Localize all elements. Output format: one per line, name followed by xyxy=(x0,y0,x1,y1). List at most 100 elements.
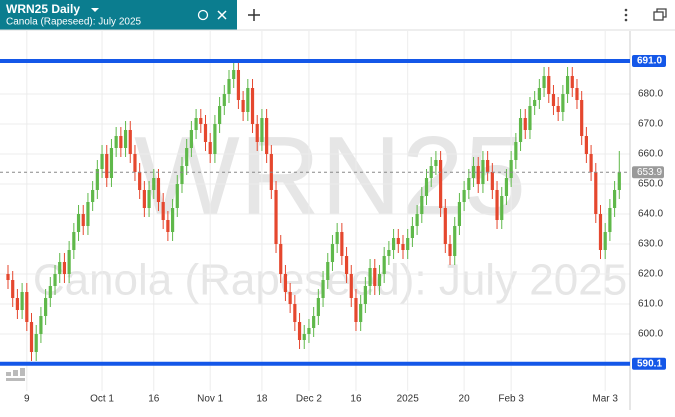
candle-body xyxy=(76,214,81,232)
x-tick-label: Feb 3 xyxy=(498,394,524,405)
candle-body xyxy=(608,208,612,232)
candle-body xyxy=(72,232,76,250)
candle-body xyxy=(307,328,311,334)
candle-body xyxy=(500,196,504,220)
candle-body xyxy=(250,88,255,124)
candle-body xyxy=(185,148,189,166)
candle-body xyxy=(53,274,57,286)
candle-body xyxy=(95,169,99,190)
candle-body xyxy=(274,190,278,244)
horizontal-line-label: 691.0 xyxy=(637,56,662,67)
candle-body xyxy=(373,268,377,286)
candle-body xyxy=(486,160,490,172)
candle-body xyxy=(612,190,617,208)
candle-body xyxy=(91,190,95,202)
candle-body xyxy=(119,136,123,148)
candle-body xyxy=(514,142,518,160)
x-tick-label: 16 xyxy=(148,394,160,405)
candle-body xyxy=(551,94,556,106)
y-tick-label: 640.0 xyxy=(638,209,663,220)
candle-body xyxy=(565,76,570,94)
candle-body xyxy=(213,124,217,154)
candle-body xyxy=(598,214,603,250)
x-tick-label: 20 xyxy=(459,394,471,405)
candle-body xyxy=(570,76,574,88)
candle-body xyxy=(363,286,367,304)
candle-body xyxy=(152,178,156,190)
candle-body xyxy=(424,178,429,196)
candle-body xyxy=(133,154,137,172)
candle-body xyxy=(199,118,203,124)
last-price-box xyxy=(632,166,664,179)
candle-body xyxy=(406,238,410,250)
candle-body xyxy=(556,106,560,112)
y-tick-label: 620.0 xyxy=(638,269,663,280)
candle-body xyxy=(156,178,161,202)
candle-body xyxy=(561,94,565,112)
candle-body xyxy=(194,118,198,130)
candle-body xyxy=(236,70,241,100)
candle-body xyxy=(453,226,457,256)
link-icon[interactable] xyxy=(197,9,209,21)
close-icon[interactable] xyxy=(217,10,227,20)
y-tick-label: 650.0 xyxy=(638,179,663,190)
candle-body xyxy=(62,262,67,274)
horizontal-line-box xyxy=(632,55,666,67)
candle-body xyxy=(222,94,226,106)
candle-body xyxy=(147,190,151,208)
candle-body xyxy=(20,292,24,310)
candle-body xyxy=(335,232,339,244)
candle-body xyxy=(321,280,325,298)
candle-body xyxy=(232,70,236,79)
candle-body xyxy=(180,166,184,184)
candle-body xyxy=(128,130,132,154)
add-tab[interactable] xyxy=(248,9,260,21)
candle-body xyxy=(25,292,29,322)
watermark-subtitle: Canola (Rapeseed): July 2025 xyxy=(33,256,627,305)
candle-body xyxy=(326,262,330,280)
x-tick-label: 2025 xyxy=(397,394,420,405)
candle-body xyxy=(410,226,414,238)
candle-body xyxy=(255,124,259,142)
candle-body xyxy=(297,322,302,340)
menu-icon[interactable] xyxy=(624,8,628,22)
candle-body xyxy=(401,244,405,250)
candle-body xyxy=(44,298,48,316)
last-price-label: 653.9 xyxy=(637,167,662,178)
candle-body xyxy=(114,136,118,148)
candle-body xyxy=(344,256,349,274)
candle-body xyxy=(189,130,193,148)
candle-body xyxy=(382,256,386,274)
candle-body xyxy=(58,262,62,274)
candle-body xyxy=(391,238,396,250)
candle-body xyxy=(67,250,71,274)
horizontal-line-box xyxy=(632,357,666,370)
candle-body xyxy=(594,172,598,214)
candle-body xyxy=(11,280,15,298)
candle-body xyxy=(495,190,499,220)
candle-body xyxy=(227,79,231,94)
candle-body xyxy=(575,88,579,100)
candle-body xyxy=(584,136,588,154)
x-tick-label: Oct 1 xyxy=(90,394,114,405)
candle-body xyxy=(547,76,551,94)
y-tick-label: 600.0 xyxy=(638,329,663,340)
candle-body xyxy=(86,202,90,226)
tab-title: WRN25 Daily xyxy=(6,2,80,16)
candle-body xyxy=(523,118,527,130)
candle-body xyxy=(208,142,212,154)
candle-body xyxy=(476,166,480,184)
dropdown-icon[interactable] xyxy=(91,8,99,12)
candle-body xyxy=(439,160,443,208)
candle-body xyxy=(302,334,306,340)
candle-body xyxy=(537,88,541,100)
candle-body xyxy=(415,214,419,226)
x-tick-label: Dec 2 xyxy=(296,394,323,405)
candle-body xyxy=(241,100,245,112)
candle-body xyxy=(293,304,297,322)
y-tick-label: 670.0 xyxy=(638,119,663,130)
window-icon[interactable] xyxy=(653,8,667,21)
candle-body xyxy=(448,244,452,256)
tab[interactable] xyxy=(0,0,237,30)
